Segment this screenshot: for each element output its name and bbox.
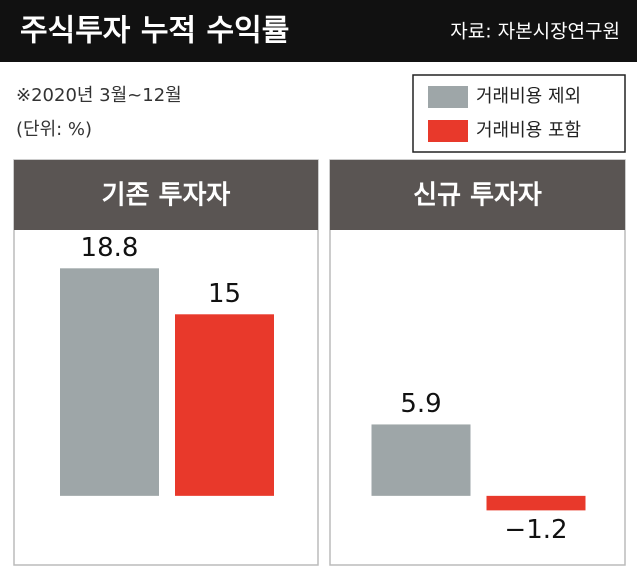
- legend-label: 거래비용 포함: [476, 120, 581, 141]
- source: 자료: 자본시장연구원: [450, 21, 620, 43]
- bar: [486, 495, 586, 511]
- panel-title: 기존 투자자: [102, 181, 231, 211]
- unit-note: (단위: %): [16, 119, 92, 140]
- bar: [60, 268, 159, 496]
- value-label: 18.8: [81, 233, 139, 263]
- bar: [175, 314, 274, 496]
- note: ※2020년 3월~12월: [16, 85, 182, 106]
- chart-title: 주식투자 누적 수익률: [20, 14, 289, 49]
- value-label: 15: [208, 279, 241, 309]
- legend-swatch: [428, 86, 468, 108]
- panel-header: [330, 160, 625, 230]
- title-bar: [0, 0, 637, 62]
- legend-label: 거래비용 제외: [476, 86, 581, 107]
- panel-header: [14, 160, 318, 230]
- panel-title: 신규 투자자: [413, 181, 542, 211]
- value-label: 5.9: [400, 389, 441, 419]
- value-label: −1.2: [504, 515, 567, 545]
- legend-swatch: [428, 120, 468, 142]
- bar: [371, 424, 471, 496]
